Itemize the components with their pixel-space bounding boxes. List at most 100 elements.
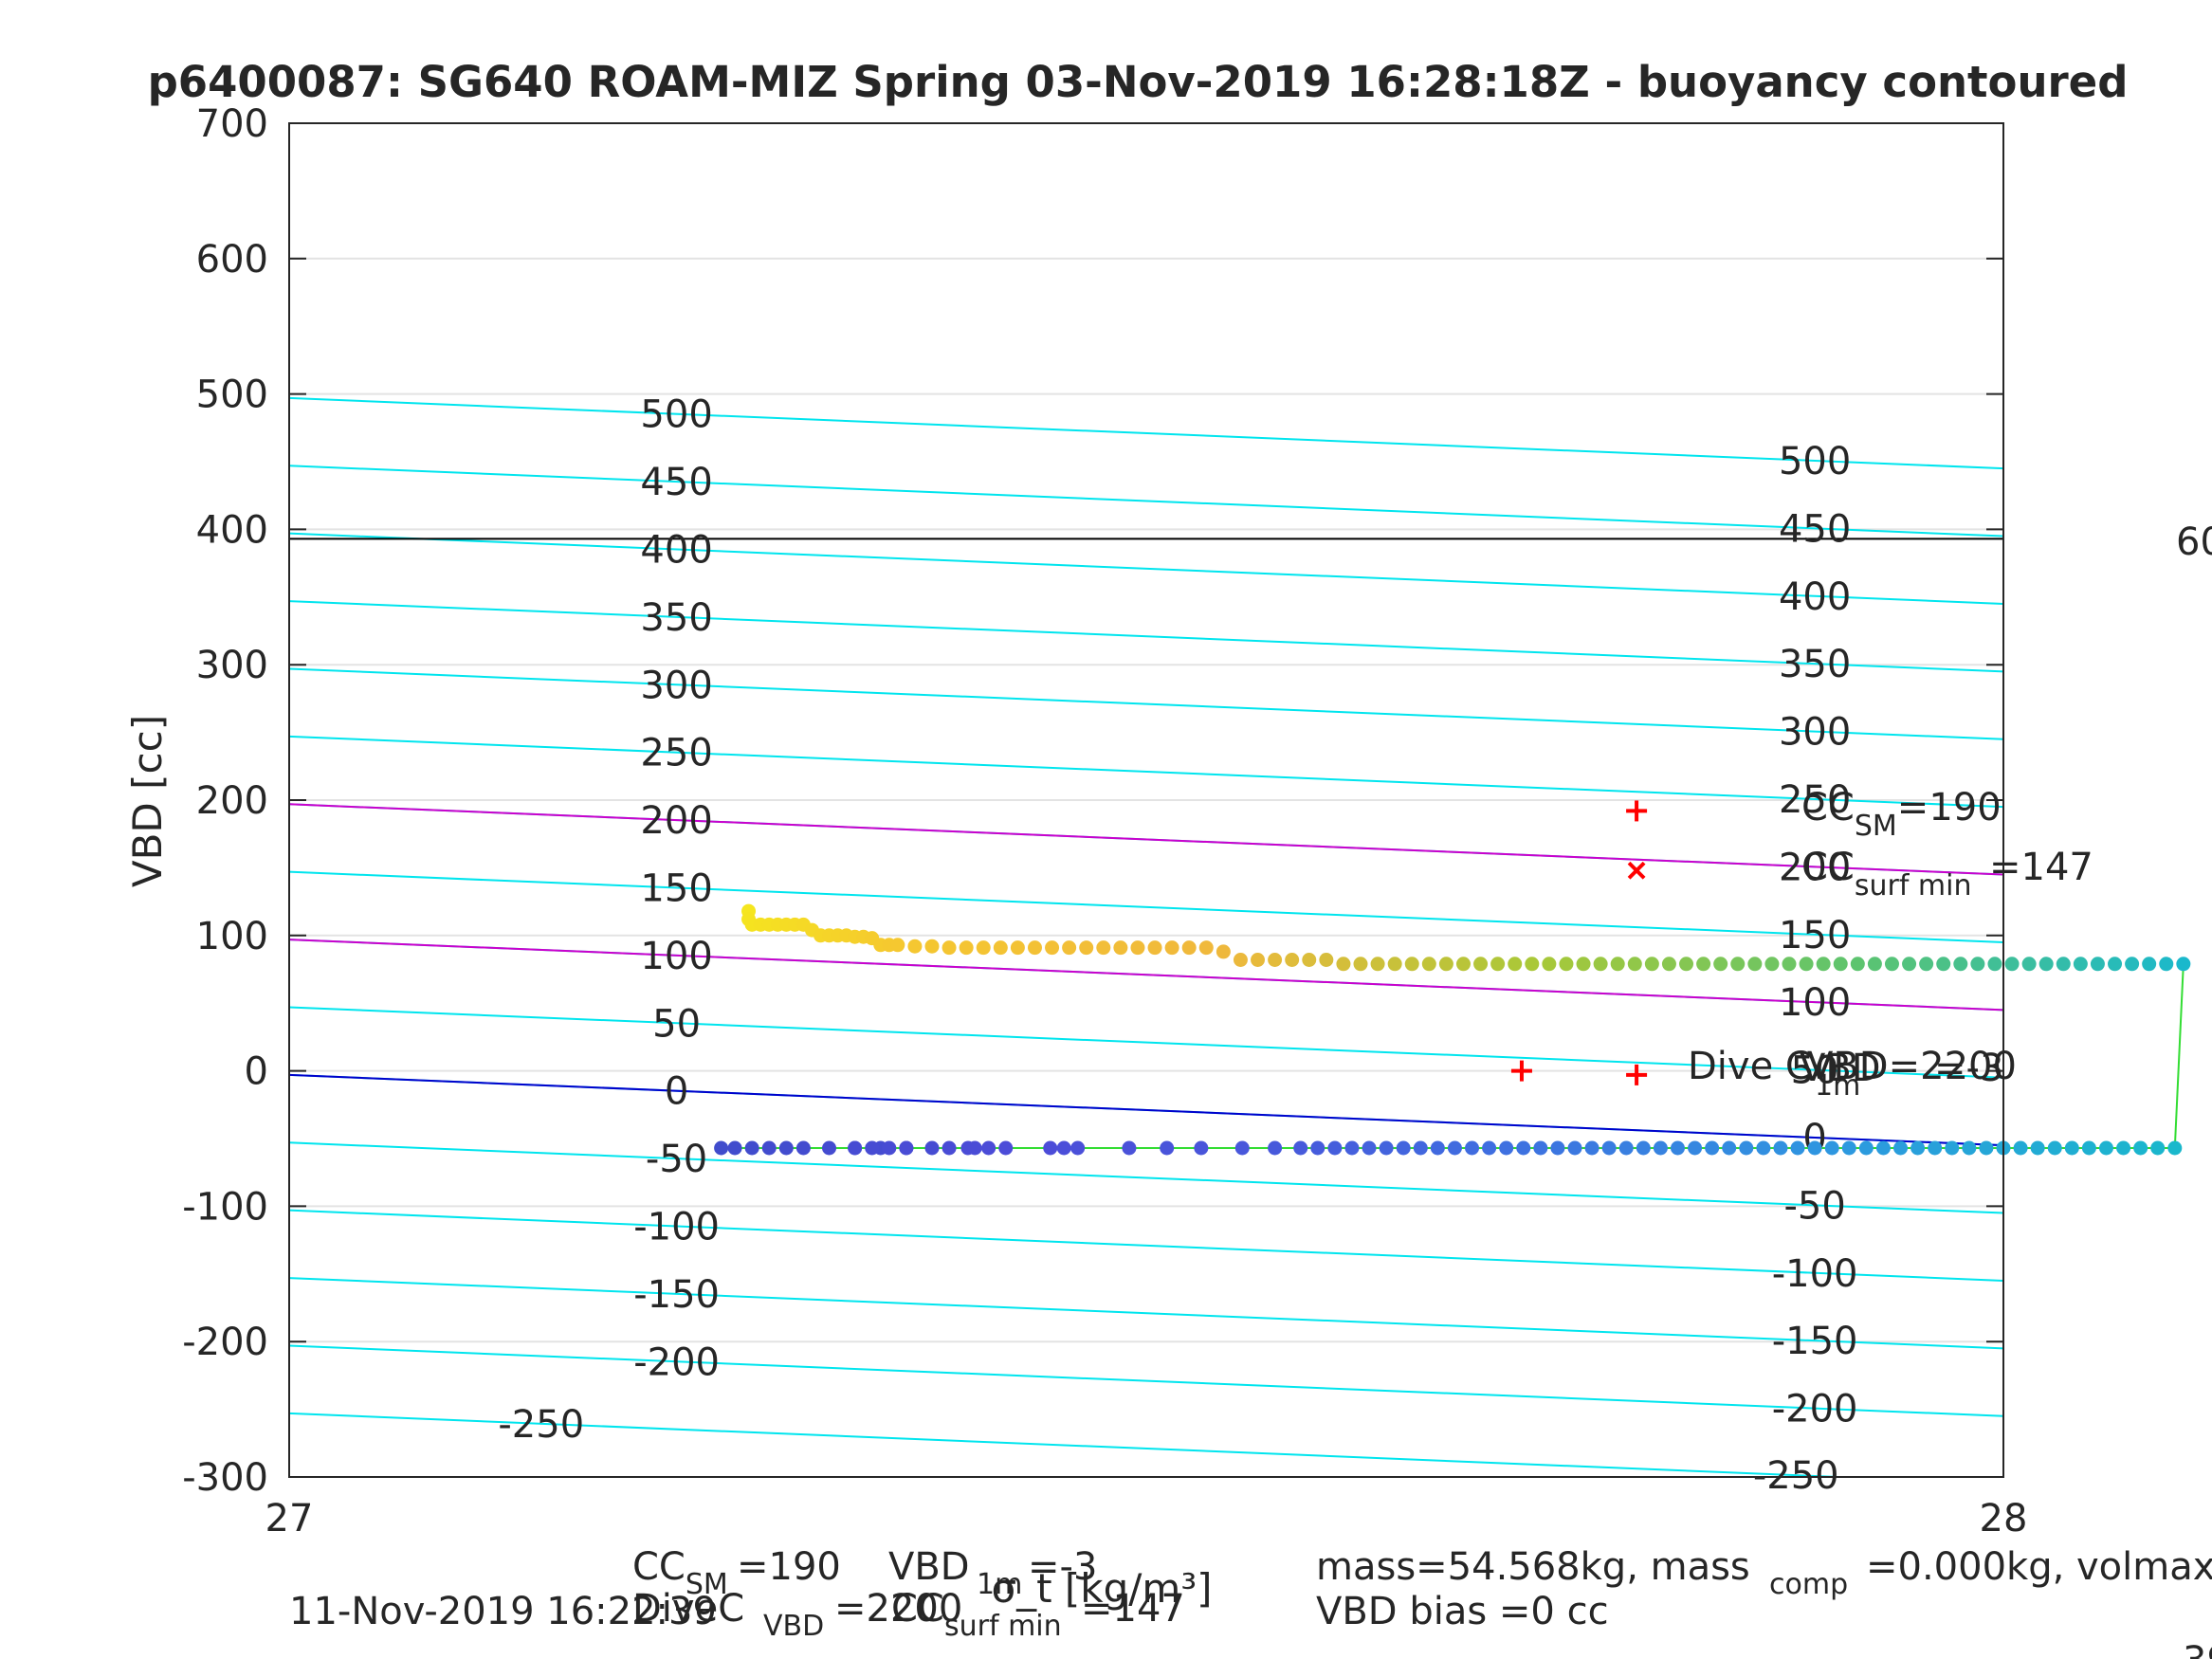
- footer-timestamp: 11-Nov-2019 16:22:39: [289, 1590, 717, 1633]
- climb-point-34: [1147, 940, 1162, 956]
- climb-point-65: [1679, 957, 1694, 972]
- dive-point-53: [1722, 1140, 1737, 1156]
- climb-point-74: [1833, 957, 1848, 972]
- contour-label-right-450: 450: [1779, 507, 1851, 551]
- dive-point-56: [1773, 1140, 1788, 1156]
- dive-point-27: [1268, 1140, 1283, 1156]
- climb-point-46: [1353, 957, 1368, 972]
- climb-point-91: [2125, 957, 2140, 972]
- contour-line--250: [289, 1412, 1862, 1477]
- dive-point-71: [2030, 1140, 2045, 1156]
- dive-point-15: [941, 1140, 957, 1156]
- footer-mass: mass=54.568kg, mass comp =0.000kg, volmax: [1316, 1545, 2212, 1601]
- climb-point-80: [1936, 957, 1951, 972]
- dive-point-75: [2098, 1140, 2113, 1156]
- climb-point-44: [1319, 953, 1334, 968]
- climb-point-20: [907, 939, 923, 954]
- dive-point-14: [899, 1140, 914, 1156]
- climb-point-28: [1045, 940, 1060, 956]
- contour-label-left-50: 50: [652, 1002, 701, 1046]
- dive-point-29: [1310, 1140, 1325, 1156]
- svg-text:VBD1m=-3: VBD1m =-3: [1800, 1047, 2003, 1103]
- climb-point-45: [1336, 957, 1351, 972]
- y-tick-label-9: 600: [196, 238, 268, 282]
- climb-point-85: [2021, 957, 2037, 972]
- climb-point-70: [1764, 957, 1780, 972]
- dive-point-19: [998, 1140, 1014, 1156]
- dive-point-42: [1533, 1140, 1548, 1156]
- climb-point-58: [1559, 957, 1574, 972]
- climb-point-82: [1970, 957, 1985, 972]
- dive-point-60: [1841, 1140, 1856, 1156]
- climb-point-36: [1181, 940, 1197, 956]
- y-tick-label-6: 300: [196, 644, 268, 687]
- climb-point-38: [1216, 944, 1231, 959]
- dive-point-44: [1567, 1140, 1582, 1156]
- dive-point-55: [1756, 1140, 1771, 1156]
- contour-label-left-200: 200: [640, 799, 712, 843]
- climb-point-72: [1799, 957, 1814, 972]
- dive-point-59: [1824, 1140, 1839, 1156]
- contour-label-right-200: 200: [1779, 846, 1851, 889]
- contour-line-450: [289, 465, 2003, 538]
- y-tick-label-5: 200: [196, 779, 268, 823]
- reference-lines: [289, 538, 2003, 1147]
- contour-line--100: [289, 1209, 2003, 1282]
- contour-label-left-450: 450: [640, 461, 712, 504]
- dive-point-47: [1618, 1140, 1634, 1156]
- cc-surf-min-annotation: CCsurf min =147: [1801, 846, 2093, 902]
- y-tick-label-3: 0: [245, 1050, 268, 1094]
- climb-point-25: [993, 940, 1008, 956]
- x-axis-label: σ_t [kg/m³]: [991, 1565, 1212, 1612]
- climb-point-60: [1593, 957, 1608, 972]
- dive-point-67: [1962, 1140, 1977, 1156]
- contour-label-right-400: 400: [1779, 575, 1851, 619]
- vbd-value-annotation: VBD=2200: [1807, 1045, 2017, 1088]
- contour-line-500: [289, 396, 2003, 470]
- contour-label-right-50: 50: [1791, 1049, 1839, 1093]
- contour-line-300: [289, 667, 2003, 740]
- climb-point-67: [1713, 957, 1728, 972]
- y-axis-label: VBD [cc]: [124, 715, 171, 887]
- climb-point-63: [1644, 957, 1659, 972]
- dive-point-22: [1070, 1140, 1086, 1156]
- dive-point-64: [1910, 1140, 1926, 1156]
- climb-point-94: [2176, 957, 2191, 972]
- footer-cc-surf-min: CCsurf min =147: [891, 1587, 1185, 1643]
- dive-point-65: [1928, 1140, 1943, 1156]
- dive-point-66: [1945, 1140, 1960, 1156]
- climb-point-92: [2142, 957, 2157, 972]
- climb-point-79: [1919, 957, 1934, 972]
- climb-point-27: [1027, 940, 1042, 956]
- x-tick-label-0: 27: [265, 1497, 314, 1540]
- footer-vbd-1m: VBD 1m =-3: [888, 1545, 1097, 1601]
- climb-point-24: [976, 940, 991, 956]
- contour-label-left--50: -50: [646, 1138, 707, 1181]
- climb-point-29: [1062, 940, 1077, 956]
- y-tick-label-10: 700: [196, 102, 268, 146]
- climb-point-39: [1233, 953, 1248, 968]
- apogee-connector-line: [2173, 963, 2185, 1149]
- climb-point-76: [1867, 957, 1882, 972]
- dive-point-21: [1056, 1140, 1071, 1156]
- contour-line-400: [289, 532, 2003, 605]
- climb-point-51: [1438, 957, 1453, 972]
- dive-point-17: [967, 1140, 982, 1156]
- climb-point-33: [1130, 940, 1145, 956]
- dive-point-36: [1430, 1140, 1445, 1156]
- climb-point-66: [1696, 957, 1711, 972]
- dive-point-62: [1875, 1140, 1891, 1156]
- climb-point-71: [1782, 957, 1797, 972]
- dive-point-12: [865, 1140, 880, 1156]
- dive-point-74: [2081, 1140, 2096, 1156]
- dive-point-31: [1344, 1140, 1360, 1156]
- dive-point-38: [1465, 1140, 1480, 1156]
- dive-point-13: [882, 1140, 897, 1156]
- contour-line-150: [289, 870, 2003, 943]
- climb-point-31: [1096, 940, 1111, 956]
- reference-line-neutral: [289, 1073, 2003, 1147]
- contour-label-left-0: 0: [665, 1070, 688, 1114]
- climb-point-47: [1370, 957, 1385, 972]
